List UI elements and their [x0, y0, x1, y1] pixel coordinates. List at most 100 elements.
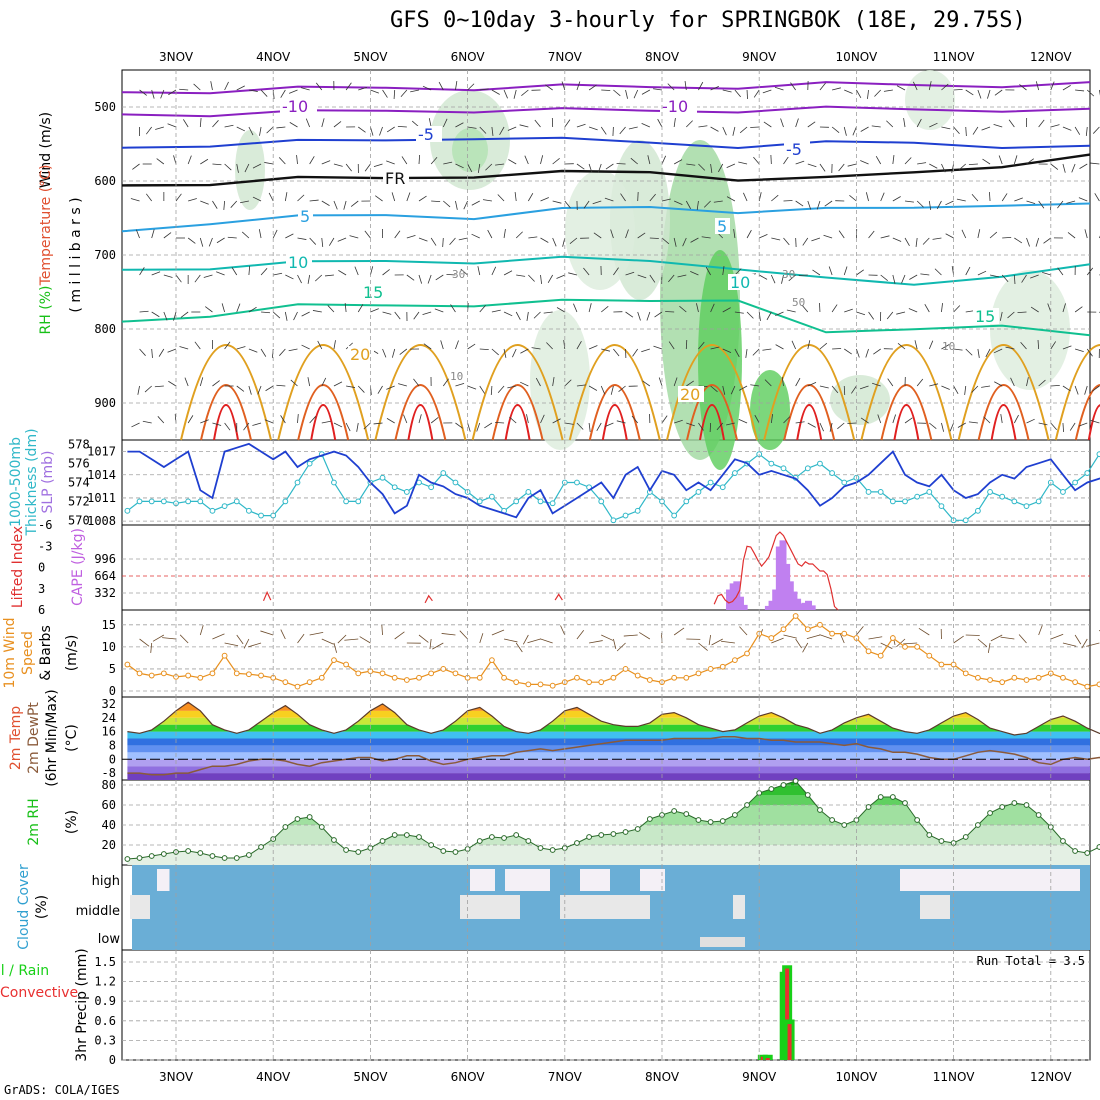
wind-barb — [1094, 193, 1100, 202]
cape-bar — [783, 563, 791, 610]
thickness-line-point — [889, 498, 896, 505]
cape-bar — [808, 605, 816, 610]
wind-barb — [726, 196, 736, 202]
wind-barb — [745, 348, 748, 358]
y-tick-temp-2: 16 — [102, 725, 116, 739]
wind-barb — [241, 231, 250, 239]
wind-barb — [886, 311, 894, 320]
wind-barb — [823, 234, 833, 239]
wind-speed-line-point — [416, 674, 422, 681]
wind-barb — [515, 231, 523, 239]
wind-barb — [261, 311, 271, 314]
wind-barb — [484, 422, 493, 429]
wind-barb — [1021, 274, 1027, 283]
rh-line-point — [306, 814, 313, 820]
wind-barb-10m — [623, 634, 638, 637]
wind-barb — [163, 274, 173, 278]
wind-barb — [243, 422, 250, 431]
rh-shade-8 — [830, 375, 890, 425]
wind-barb — [422, 85, 432, 91]
wind-barb — [673, 377, 678, 387]
wind-barb — [1000, 414, 1003, 424]
wind-barb — [1062, 303, 1066, 313]
wind-speed-line-point — [877, 652, 884, 659]
thickness-line-point — [197, 498, 204, 505]
rh-line-point — [1011, 800, 1018, 806]
wind-speed-line-point — [622, 666, 629, 672]
wind-speed-line-point — [1096, 681, 1100, 688]
cape-bar — [797, 603, 805, 610]
rh-line-point — [586, 834, 592, 840]
wind-barb — [1084, 385, 1088, 395]
rh-line-point — [148, 853, 155, 859]
wind-barb — [428, 118, 432, 128]
wind-barb — [883, 89, 893, 92]
wind-barb — [932, 237, 942, 240]
thickness-line-point — [975, 507, 981, 514]
wind-barb — [301, 344, 310, 350]
wind-barb — [618, 385, 626, 392]
wind-barb — [158, 348, 165, 357]
wind-barb — [400, 89, 408, 98]
wind-barb — [379, 126, 383, 136]
wind-barb — [824, 200, 833, 207]
wind-barb — [977, 89, 982, 99]
wind-barb — [1047, 303, 1052, 313]
wind-speed-line-point — [1023, 677, 1030, 683]
wind-barb — [690, 237, 699, 243]
cape-bar — [740, 604, 748, 610]
wind-barb — [873, 348, 881, 355]
wind-barb — [868, 311, 875, 320]
wind-barb — [345, 422, 351, 432]
wind-barb — [807, 121, 816, 128]
wind-barb — [637, 232, 646, 239]
thickness-line-point — [233, 498, 240, 505]
wind-speed-line-point — [780, 626, 787, 633]
wind-barb — [375, 195, 383, 202]
wind-barb — [619, 126, 626, 135]
wind-barb — [1086, 89, 1095, 97]
thickness-line-point — [695, 489, 702, 495]
wind-barb — [212, 163, 222, 166]
wind-barb — [929, 122, 938, 128]
wind-barb — [200, 200, 209, 205]
temp-axis-label-d: (°C) — [64, 724, 80, 752]
wind-barb — [338, 270, 347, 276]
y-tick-li-2: 0 — [38, 561, 45, 575]
wind-barb-10m — [394, 631, 405, 640]
wind-barb — [515, 311, 521, 321]
cape-bar — [736, 596, 744, 610]
wind-speed-line-point — [246, 671, 252, 678]
wind-barb — [977, 348, 980, 358]
date-label-top-0: 3NOV — [159, 50, 194, 64]
y-tick-thickness-1: 576 — [68, 457, 90, 471]
contour-label-bg — [973, 308, 999, 324]
wind-barb — [838, 163, 845, 172]
wind-barb — [673, 118, 676, 128]
rh-line-point — [780, 782, 787, 788]
wind-barb — [951, 163, 954, 173]
contour-30-6 — [796, 404, 823, 441]
wind-barb-10m — [212, 633, 225, 640]
contour-label-bg — [280, 98, 317, 114]
wind-barb — [1001, 193, 1008, 202]
wind-speed-line-point — [683, 674, 690, 681]
wind-barb — [686, 422, 695, 427]
thickness-line-point — [282, 498, 289, 505]
wind-barb — [391, 192, 396, 202]
wind-speed-line-point — [282, 679, 289, 686]
rh-line-point — [610, 831, 617, 837]
wind-barb — [965, 89, 974, 96]
wind-barb — [564, 422, 574, 425]
contour-30-4 — [601, 404, 628, 441]
rh-line-point — [233, 855, 240, 861]
wind-barb — [816, 200, 821, 210]
wind-barb-10m — [806, 634, 821, 639]
cloud-middle-label: middle — [76, 904, 120, 919]
wind-speed-line-point — [975, 674, 981, 681]
wind-barb — [917, 162, 927, 165]
cloud-mid-2 — [560, 895, 650, 919]
thickness-line-point — [355, 498, 362, 505]
wind-speed-line-point — [634, 672, 641, 679]
wind-barb — [1005, 346, 1015, 350]
